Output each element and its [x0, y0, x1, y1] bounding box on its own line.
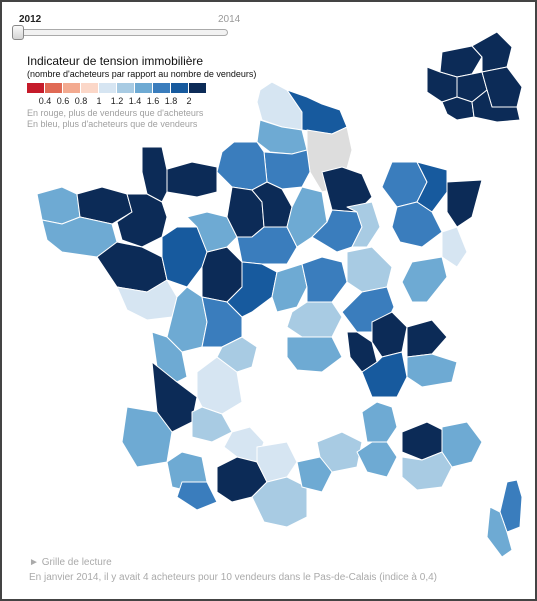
department-region[interactable] [36, 186, 81, 225]
department-region[interactable] [163, 161, 218, 198]
department-region[interactable] [251, 476, 308, 528]
department-region[interactable] [271, 263, 308, 313]
department-region[interactable] [406, 319, 448, 358]
department-region[interactable] [96, 241, 168, 293]
department-region[interactable] [406, 353, 458, 388]
reading-guide-toggle[interactable]: ► Grille de lecture [29, 557, 437, 568]
legend-tick-label: 0.6 [56, 96, 70, 106]
legend-swatch [45, 83, 62, 93]
department-region[interactable] [141, 146, 168, 203]
legend-swatch [189, 83, 206, 93]
slider-handle[interactable] [12, 25, 24, 40]
legend-swatch [81, 83, 98, 93]
legend-subtitle: (nombre d'acheteurs par rapport au nombr… [27, 69, 257, 79]
department-region[interactable] [401, 451, 453, 491]
department-region[interactable] [441, 226, 468, 268]
reading-guide-text: En janvier 2014, il y avait 4 acheteurs … [29, 572, 438, 583]
department-region[interactable] [263, 149, 311, 190]
department-region[interactable] [286, 336, 343, 373]
legend-tick-label: 2 [186, 96, 192, 106]
legend-note-red: En rouge, plus de vendeurs que d'acheteu… [27, 108, 204, 118]
year-slider[interactable]: 2012 2014 [12, 10, 242, 40]
legend-swatch [135, 83, 152, 93]
department-region[interactable] [186, 211, 238, 253]
legend: Indicateur de tension immobilière (nombr… [27, 54, 307, 129]
legend-swatch [171, 83, 188, 93]
department-region[interactable] [116, 193, 168, 248]
legend-title: Indicateur de tension immobilière [27, 54, 204, 68]
department-region[interactable] [401, 256, 448, 303]
reading-guide-title: Grille de lecture [41, 557, 112, 568]
legend-tick-label: 1.2 [110, 96, 124, 106]
legend-tick-label: 0.8 [74, 96, 88, 106]
department-region[interactable] [176, 481, 218, 511]
department-region[interactable] [296, 456, 333, 493]
legend-swatch [117, 83, 134, 93]
legend-scale: 0.4 0.6 0.8 1 1.2 1.4 1.6 1.8 2 [27, 83, 307, 107]
idf-inset [426, 31, 523, 123]
department-region[interactable] [191, 406, 233, 443]
year-start-label: 2012 [19, 14, 42, 25]
play-icon: ► [29, 557, 42, 568]
legend-swatch [63, 83, 80, 93]
department-region[interactable] [361, 401, 398, 443]
department-region[interactable] [346, 246, 393, 293]
department-region[interactable] [471, 31, 513, 73]
department-region[interactable] [301, 256, 348, 303]
legend-note-blue: En bleu, plus d'acheteurs que de vendeur… [27, 119, 198, 129]
legend-tick-label: 1.6 [146, 96, 160, 106]
department-region[interactable] [486, 506, 513, 558]
legend-tick-label: 1.4 [128, 96, 142, 106]
department-region[interactable] [471, 89, 521, 123]
legend-swatch [99, 83, 116, 93]
department-region[interactable] [216, 141, 268, 191]
legend-tick-label: 1.8 [164, 96, 178, 106]
department-region[interactable] [346, 201, 381, 248]
department-region[interactable] [356, 441, 398, 478]
department-region[interactable] [216, 336, 258, 373]
department-region[interactable] [286, 301, 343, 338]
department-region[interactable] [441, 421, 483, 468]
department-region[interactable] [391, 201, 443, 248]
department-region[interactable] [226, 261, 278, 318]
legend-swatch [153, 83, 170, 93]
legend-swatch [27, 83, 44, 93]
department-region[interactable] [446, 179, 483, 228]
reading-guide: ► Grille de lecture En janvier 2014, il … [29, 557, 437, 583]
department-region[interactable] [361, 351, 408, 398]
legend-tick-label: 1 [96, 96, 102, 106]
legend-tick-label: 0.4 [38, 96, 52, 106]
year-end-label: 2014 [218, 14, 241, 25]
